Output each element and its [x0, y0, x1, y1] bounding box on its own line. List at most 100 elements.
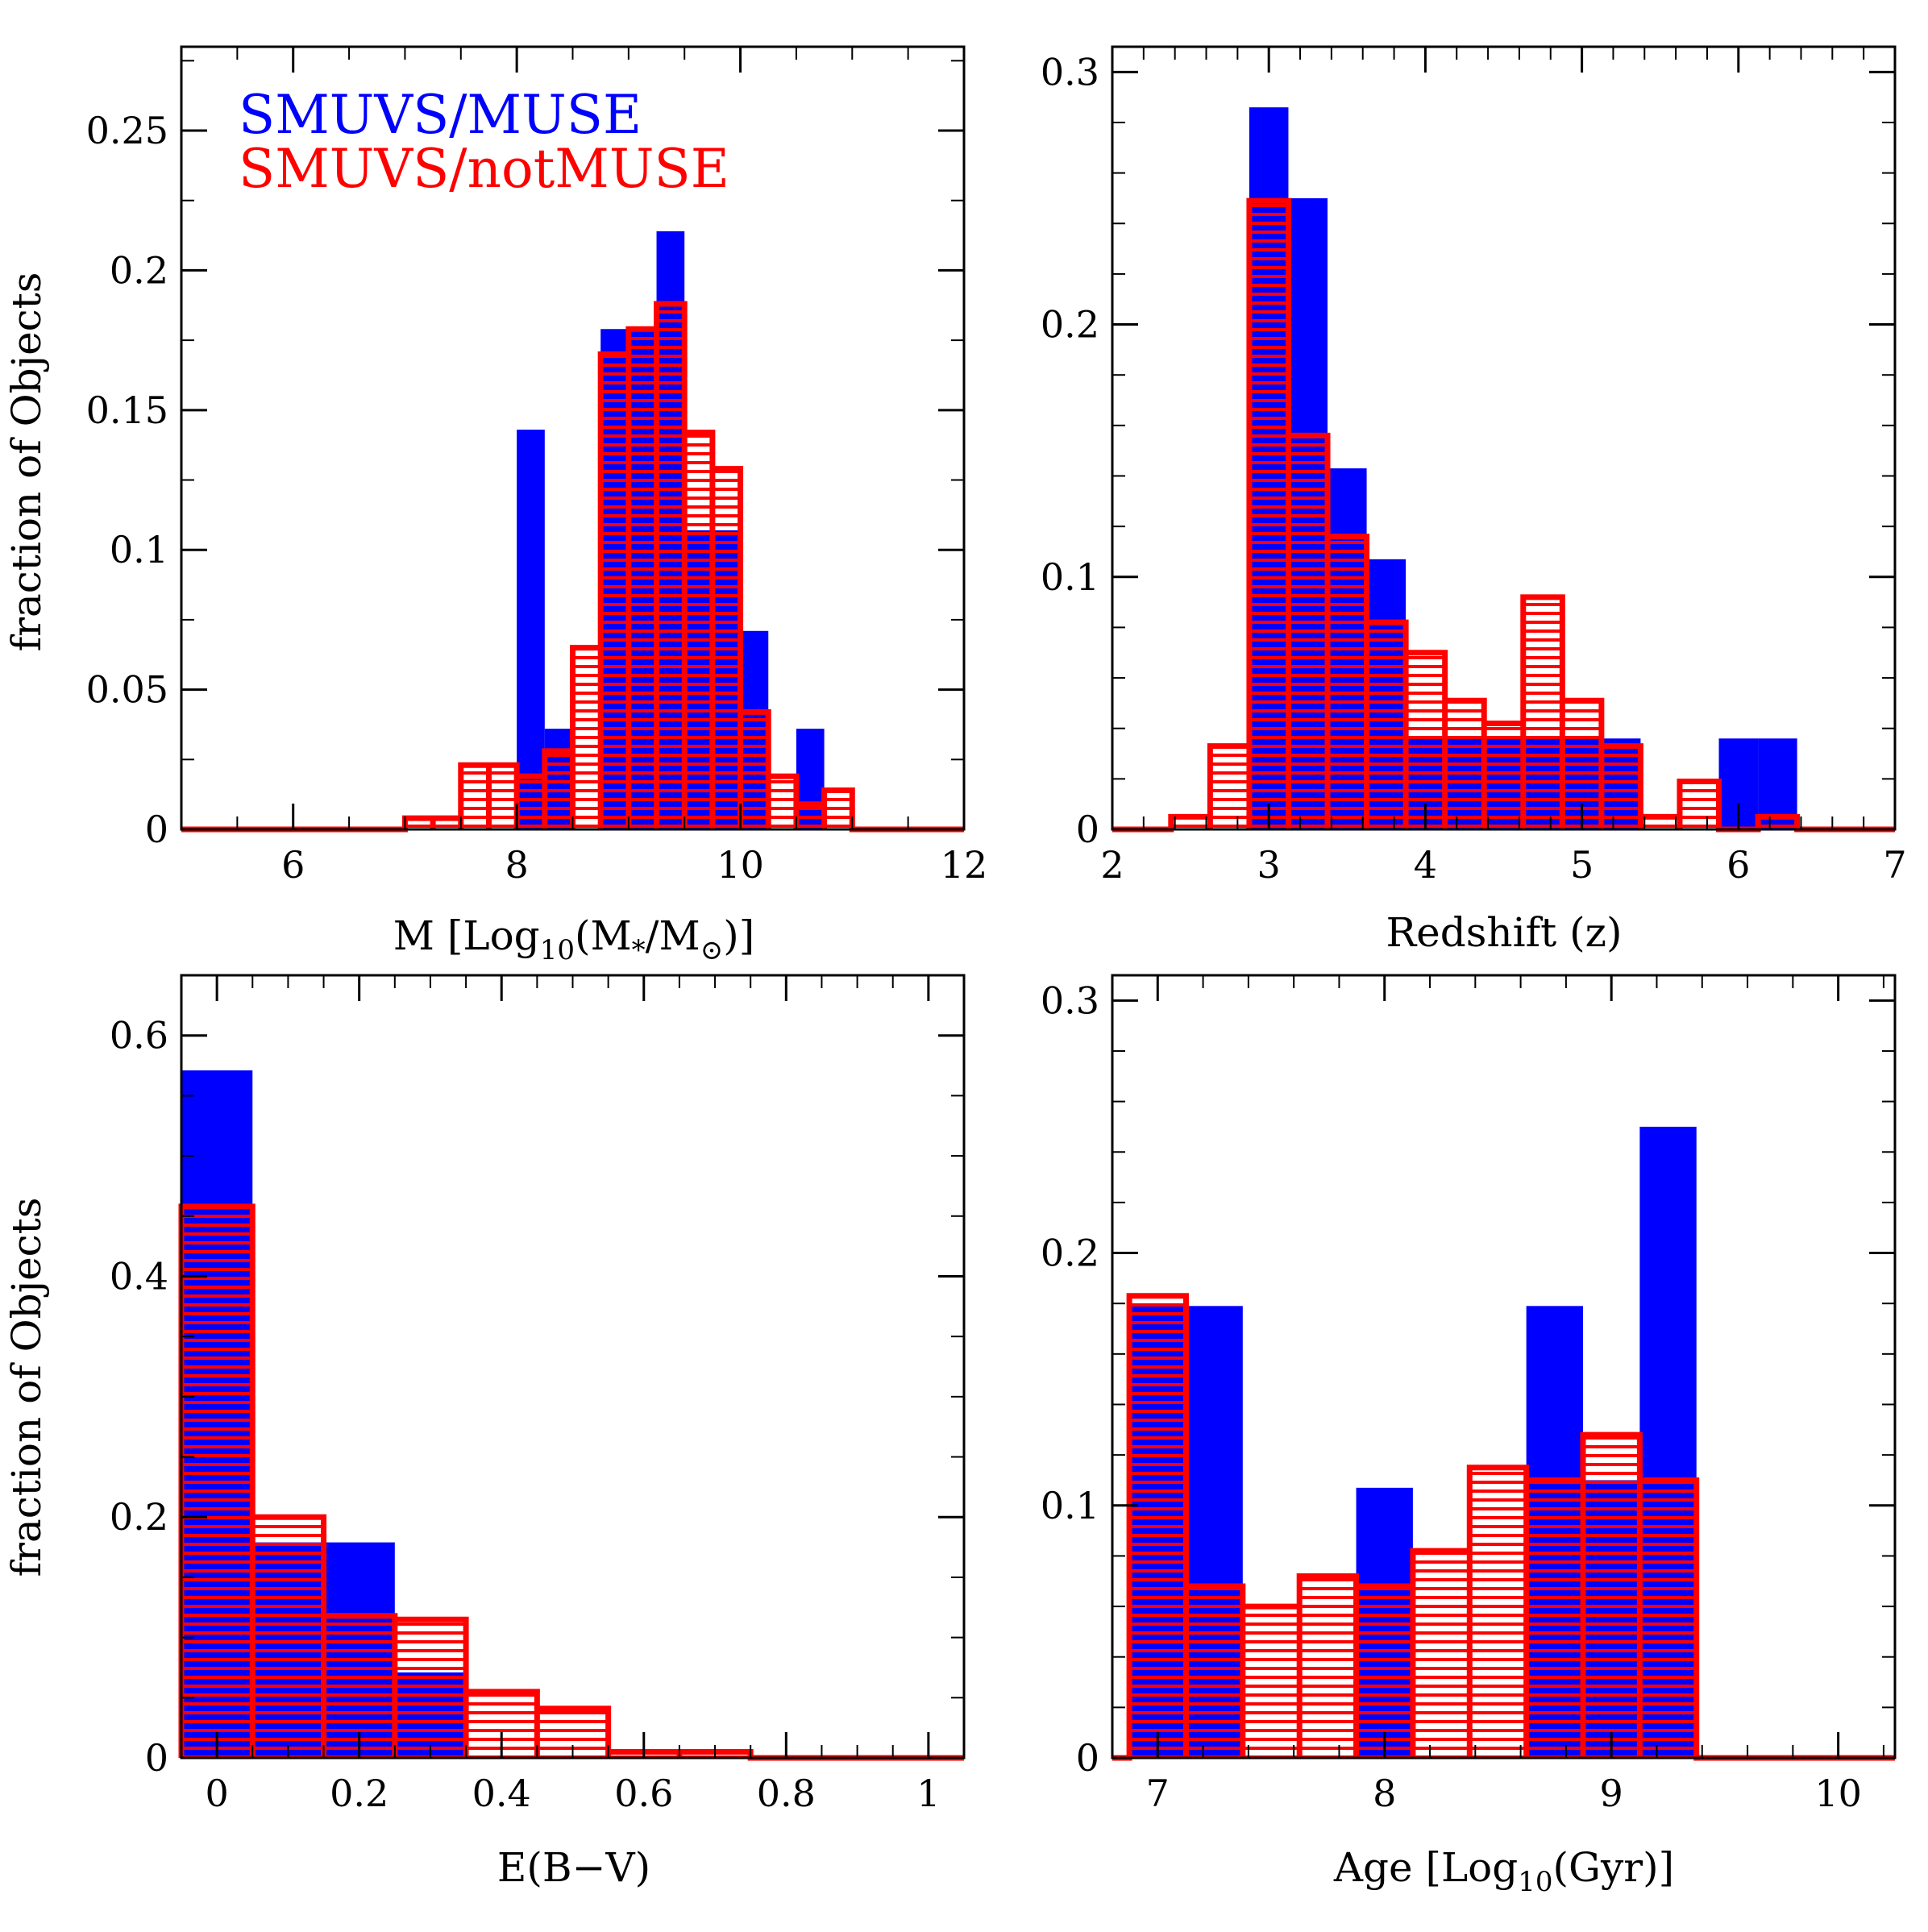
bar-notmuse — [600, 354, 629, 829]
xlabel-stellar-mass: M [Log10(M*/M⊙)] — [393, 912, 754, 966]
bar-notmuse — [1758, 816, 1797, 829]
y-tick-label: 0 — [1076, 808, 1099, 851]
legend-label-notmuse: SMUVS/notMUSE — [239, 138, 729, 200]
y-tick-label: 0.2 — [1041, 303, 1099, 347]
y-tick-label: 0.2 — [110, 1495, 168, 1539]
y-tick-label: 0.25 — [86, 109, 168, 152]
x-tick-label: 8 — [505, 843, 529, 887]
x-tick-label: 3 — [1257, 843, 1281, 887]
bar-notmuse — [1526, 1480, 1584, 1758]
y-tick-label: 0.6 — [110, 1014, 168, 1057]
y-tick-label: 0.4 — [110, 1254, 168, 1298]
y-tick-label: 0.3 — [1041, 50, 1099, 93]
bar-notmuse — [394, 1619, 467, 1758]
bar-notmuse — [460, 765, 489, 829]
panel-redshift: 2 3 4 5 6 7 0 0.1 0.2 0.3 Redshift (z) — [1041, 45, 1907, 956]
x-tick-label: 10 — [1814, 1772, 1862, 1815]
bar-notmuse — [628, 329, 657, 830]
bar-notmuse — [1406, 652, 1445, 829]
x-tick-label: 9 — [1600, 1772, 1623, 1815]
outline-notmuse — [181, 301, 964, 833]
legend-label-muse: SMUVS/MUSE — [239, 84, 642, 146]
x-tick-label: 7 — [1146, 1772, 1170, 1815]
x-tick-label: 6 — [1726, 843, 1750, 887]
bar-notmuse — [1242, 1606, 1300, 1758]
x-tick-label: 0.8 — [757, 1772, 816, 1815]
xlabel-redshift: Redshift (z) — [1386, 909, 1623, 956]
bar-notmuse — [1601, 746, 1641, 829]
bar-notmuse — [488, 765, 517, 829]
bar-notmuse — [1366, 622, 1407, 829]
x-tick-label: 1 — [916, 1772, 940, 1815]
bar-notmuse — [1356, 1586, 1413, 1758]
legend: SMUVS/MUSE SMUVS/notMUSE — [239, 84, 729, 200]
bar-notmuse — [1412, 1551, 1470, 1758]
y-tick-label: 0.2 — [1041, 1232, 1099, 1275]
x-tick-label: 0.4 — [472, 1772, 531, 1815]
ylabel-ebv: fraction of Objects — [3, 1198, 50, 1577]
bar-notmuse — [572, 647, 601, 829]
bars-age — [1112, 1126, 1895, 1761]
bar-notmuse — [1640, 816, 1680, 829]
bar-notmuse — [1299, 1576, 1357, 1758]
ticks-stellar-mass: 6 8 10 12 0 0.05 0.1 0.15 0.2 0.25 — [86, 47, 988, 887]
bar-notmuse — [544, 750, 573, 829]
x-tick-label: 8 — [1373, 1772, 1396, 1815]
bar-notmuse — [1469, 1467, 1527, 1758]
bar-notmuse — [1210, 746, 1249, 829]
y-tick-label: 0 — [145, 1736, 168, 1780]
x-tick-label: 5 — [1570, 843, 1594, 887]
ylabel-stellar-mass: fraction of Objects — [3, 272, 50, 652]
x-tick-label: 6 — [281, 843, 305, 887]
bar-notmuse — [712, 468, 741, 829]
bar-notmuse — [684, 432, 713, 829]
frame-redshift — [1111, 45, 1897, 831]
x-tick-label: 12 — [941, 843, 988, 887]
bars-ebv — [178, 1070, 964, 1761]
y-tick-label: 0.1 — [1041, 555, 1099, 599]
x-tick-label: 10 — [717, 843, 764, 887]
y-tick-label: 0.1 — [110, 528, 168, 571]
y-tick-label: 0 — [145, 808, 168, 851]
frame-age — [1111, 974, 1897, 1760]
panel-ebv: 0 0.2 0.4 0.6 0.8 1 0 0.2 0.4 0.6 E(B−V) fraction… — [3, 974, 966, 1891]
ticks-redshift: 2 3 4 5 6 7 0 0.1 0.2 0.3 — [1041, 47, 1907, 887]
x-tick-label: 4 — [1414, 843, 1437, 887]
bar-notmuse — [181, 1206, 253, 1758]
bars-stellar-mass — [181, 231, 964, 833]
y-tick-label: 0 — [1076, 1736, 1099, 1780]
bar-notmuse — [796, 804, 825, 829]
y-tick-label: 0.3 — [1041, 978, 1099, 1022]
bar-notmuse — [824, 790, 853, 829]
bar-notmuse — [768, 776, 796, 829]
bar-notmuse — [1484, 723, 1523, 829]
bar-notmuse — [1679, 781, 1719, 829]
x-tick-label: 7 — [1883, 843, 1906, 887]
bar-notmuse — [1170, 816, 1211, 829]
panel-stellar-mass: 6 8 10 12 0 0.05 0.1 0.15 0.2 0.25 M [Log10(M*/M⊙… — [3, 45, 988, 966]
bar-notmuse — [1129, 1295, 1186, 1758]
x-tick-label: 0.6 — [614, 1772, 673, 1815]
x-tick-label: 0 — [205, 1772, 228, 1815]
y-tick-label: 0.1 — [1041, 1484, 1099, 1527]
bar-notmuse — [1639, 1480, 1697, 1758]
xlabel-age: Age [Log10(Gyr)] — [1333, 1844, 1674, 1898]
bar-notmuse — [252, 1517, 324, 1758]
x-tick-label: 0.2 — [330, 1772, 389, 1815]
bar-notmuse — [740, 712, 769, 829]
y-tick-label: 0.2 — [110, 248, 168, 292]
bar-notmuse — [517, 776, 545, 829]
y-tick-label: 0.15 — [86, 388, 168, 432]
bar-muse — [517, 430, 545, 829]
x-tick-label: 2 — [1100, 843, 1124, 887]
ticks-age: 7 8 9 10 0 0.1 0.2 0.3 — [1041, 975, 1895, 1815]
xlabel-ebv: E(B−V) — [497, 1844, 650, 1891]
bars-redshift — [1112, 107, 1895, 833]
bar-notmuse — [656, 304, 685, 829]
bar-notmuse — [1328, 536, 1367, 829]
bar-notmuse — [1288, 435, 1328, 829]
panel-age: 7 8 9 10 0 0.1 0.2 0.3 Age [Log10(Gyr)] — [1041, 974, 1897, 1898]
bar-notmuse — [1583, 1435, 1640, 1758]
